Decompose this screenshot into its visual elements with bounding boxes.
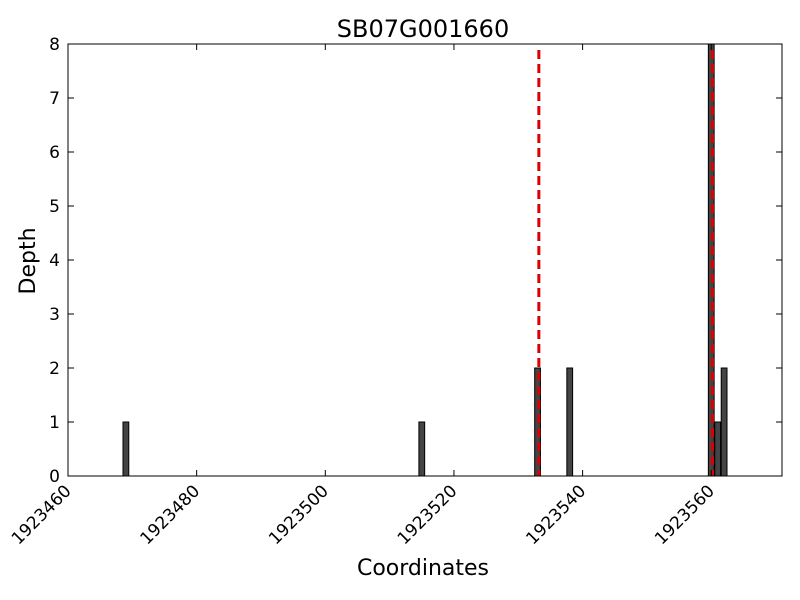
bar-1 xyxy=(418,421,426,477)
y-tick-label-1: 1 xyxy=(49,413,60,433)
x-tick-label-5: 1923560 xyxy=(651,481,719,549)
x-tick-label-3: 1923520 xyxy=(394,481,462,549)
x-axis-label: Coordinates xyxy=(357,556,489,581)
bar-6 xyxy=(720,367,728,477)
reference-lines-layer xyxy=(537,50,715,476)
y-tick-label-8: 8 xyxy=(49,35,60,55)
bar-3 xyxy=(566,367,574,477)
chart-title: SB07G001660 xyxy=(337,15,509,43)
x-tick-label-1: 1923480 xyxy=(137,481,205,549)
x-tick-label-2: 1923500 xyxy=(265,481,333,549)
y-tick-label-2: 2 xyxy=(49,359,60,379)
x-tick-label-4: 1923540 xyxy=(522,481,590,549)
y-tick-label-5: 5 xyxy=(49,197,60,217)
plot-frame xyxy=(67,43,783,477)
bar-5 xyxy=(714,421,722,477)
y-tick-label-7: 7 xyxy=(49,89,60,109)
y-tick-label-3: 3 xyxy=(49,305,60,325)
y-tick-label-0: 0 xyxy=(49,467,60,487)
y-tick-label-6: 6 xyxy=(49,143,60,163)
y-tick-label-4: 4 xyxy=(49,251,60,271)
x-tick-label-0: 1923460 xyxy=(8,481,76,549)
y-axis-label: Depth xyxy=(16,227,41,294)
bar-0 xyxy=(122,421,130,477)
bars-layer xyxy=(122,43,728,477)
